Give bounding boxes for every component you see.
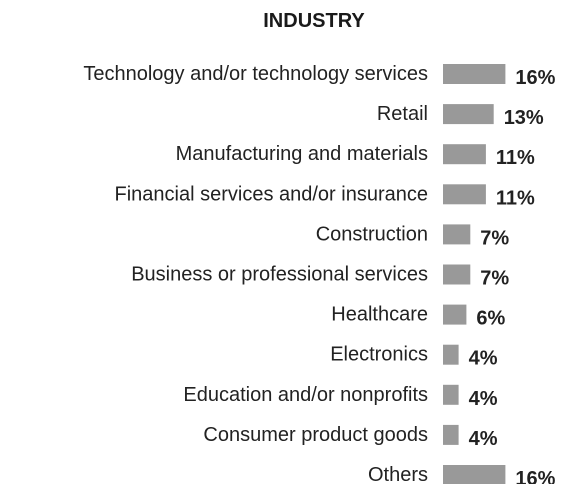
bar — [443, 424, 459, 445]
value-label: 16% — [515, 67, 555, 89]
value-label: 7% — [480, 227, 509, 249]
value-label: 4% — [469, 388, 498, 410]
category-label: Business or professional services — [131, 264, 428, 286]
bar — [443, 104, 494, 125]
bar — [443, 264, 471, 285]
category-label: Manufacturing and materials — [176, 143, 428, 165]
category-label: Technology and/or technology services — [83, 63, 428, 85]
bar — [443, 344, 459, 365]
bar — [443, 184, 486, 205]
value-label: 11% — [496, 147, 535, 169]
bar — [443, 304, 467, 325]
value-label: 11% — [496, 187, 535, 209]
bar — [443, 465, 506, 484]
category-label: Electronics — [330, 344, 428, 366]
value-label: 6% — [476, 308, 505, 330]
bar — [443, 224, 471, 245]
bar — [443, 144, 486, 165]
category-label: Construction — [316, 223, 428, 245]
value-labels: 16% 13% 11% 11% 7% 7% 6% 4% 4% 4% 16% — [469, 67, 556, 484]
value-label: 7% — [480, 268, 509, 290]
value-label: 4% — [469, 428, 498, 450]
value-label: 4% — [469, 348, 498, 370]
chart-title: INDUSTRY — [263, 10, 365, 32]
category-label: Healthcare — [331, 304, 428, 326]
bars — [443, 64, 506, 484]
category-label: Retail — [377, 103, 428, 125]
category-label: Financial services and/or insurance — [115, 183, 429, 205]
bar — [443, 384, 459, 405]
category-label: Education and/or nonprofits — [183, 384, 428, 406]
category-labels: Technology and/or technology services Ret… — [83, 63, 428, 484]
bar — [443, 64, 506, 84]
value-label: 13% — [504, 107, 544, 129]
value-label: 16% — [515, 468, 555, 484]
category-label: Consumer product goods — [203, 424, 428, 446]
category-label: Others — [368, 464, 428, 484]
